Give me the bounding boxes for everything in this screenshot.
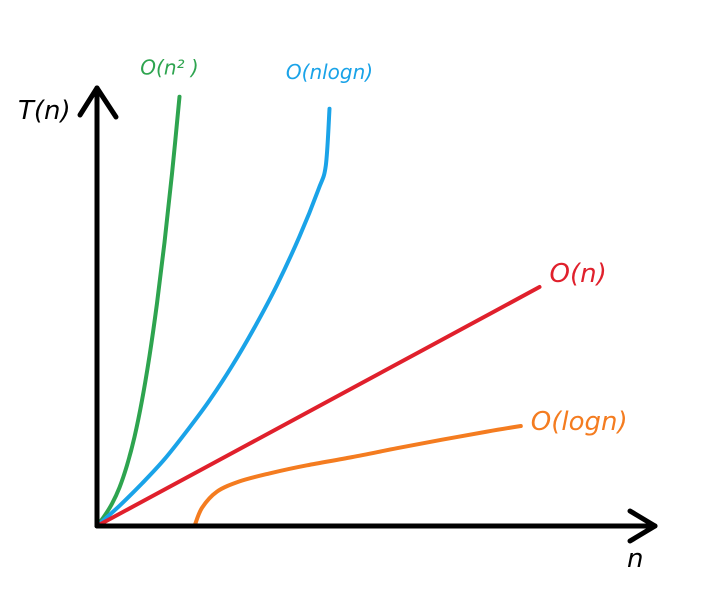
x-axis-arrowhead	[627, 508, 658, 544]
series-label-3: O(logn)	[531, 407, 628, 437]
x-axis-label: n	[627, 544, 643, 574]
series-label-1: O(nlogn)	[286, 60, 373, 84]
series-line-3	[192, 424, 523, 528]
series-line-1	[95, 106, 332, 528]
series-labels-layer: O(n² ) O(nlogn) O(n) O(logn)	[140, 56, 627, 437]
series-line-2	[95, 285, 542, 528]
y-axis-label: T(n)	[18, 96, 71, 126]
series-line-0	[95, 94, 182, 528]
y-axis-arrowhead	[77, 85, 119, 120]
axes-layer: T(n) n	[18, 85, 658, 574]
series-label-0: O(n² )	[140, 56, 198, 80]
series-label-2: O(n)	[550, 259, 607, 289]
curves-layer	[95, 94, 542, 528]
